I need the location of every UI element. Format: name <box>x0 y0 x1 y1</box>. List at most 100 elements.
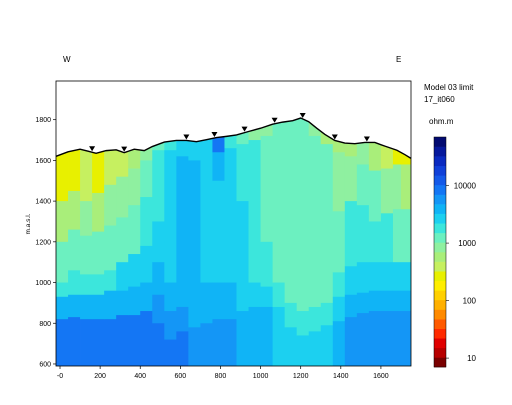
resistivity-cell <box>344 317 358 366</box>
resistivity-cell <box>356 205 370 263</box>
resistivity-cell <box>400 311 411 366</box>
resistivity-cell <box>200 323 213 366</box>
colorbar-segment <box>434 223 446 234</box>
resistivity-cell <box>368 311 382 366</box>
resistivity-cell <box>368 262 382 292</box>
resistivity-cell <box>116 262 129 292</box>
colorbar-segment <box>434 213 446 224</box>
resistivity-cell <box>116 217 129 263</box>
resistivity-cell <box>92 294 105 320</box>
resistivity-cell <box>92 274 105 296</box>
colorbar-segment <box>434 252 446 262</box>
resistivity-cell <box>116 176 129 218</box>
direction-left-label: W <box>63 55 71 64</box>
y-tick-label: 1000 <box>35 280 51 287</box>
colorbar-segment <box>434 319 446 329</box>
resistivity-cell <box>152 150 165 222</box>
resistivity-cell <box>164 241 177 283</box>
y-tick-label: 600 <box>39 361 51 368</box>
resistivity-cell <box>140 311 153 366</box>
resistivity-cell <box>164 339 177 366</box>
resistivity-cell <box>68 270 81 296</box>
colorbar-segment <box>434 184 446 195</box>
electrode-marker <box>89 146 96 152</box>
resistivity-cell <box>400 290 411 312</box>
resistivity-cell <box>284 127 298 304</box>
resistivity-cell <box>296 311 310 336</box>
resistivity-cell <box>212 180 225 283</box>
colorbar-segment <box>434 280 446 291</box>
resistivity-cell <box>212 152 225 182</box>
resistivity-cell <box>356 164 370 206</box>
resistivity-cell <box>368 170 382 222</box>
resistivity-cell <box>188 302 201 328</box>
x-tick-label: 600 <box>175 373 187 380</box>
resistivity-cell <box>164 150 177 243</box>
resistivity-cell <box>248 221 261 283</box>
electrode-marker <box>183 134 190 140</box>
resistivity-cell <box>92 319 105 366</box>
resistivity-cell <box>188 327 201 366</box>
resistivity-cell <box>140 282 153 312</box>
colorbar-segment <box>434 137 446 147</box>
resistivity-cell <box>344 156 358 202</box>
resistivity-cell <box>80 294 93 320</box>
resistivity-cell <box>236 144 249 202</box>
colorbar-segment <box>434 194 446 205</box>
resistivity-cell <box>152 262 165 296</box>
colorbar-tick-label: 100 <box>463 297 477 306</box>
resistivity-cell <box>380 311 394 366</box>
y-tick-label: 800 <box>39 321 51 328</box>
resistivity-cell <box>80 274 93 296</box>
resistivity-cell <box>80 235 93 275</box>
resistivity-cell <box>320 302 334 326</box>
y-tick-label: 1200 <box>35 239 51 246</box>
resistivity-cell <box>332 321 346 366</box>
colorbar-segment <box>434 175 446 186</box>
resistivity-cell <box>344 201 358 267</box>
resistivity-cell <box>56 241 69 283</box>
resistivity-cell <box>80 201 93 237</box>
colorbar-segment <box>434 165 446 176</box>
resistivity-cell <box>212 282 225 320</box>
resistivity-cell <box>164 311 177 340</box>
colorbar-segment <box>434 347 446 358</box>
model-title-line-2: 17_it060 <box>424 95 455 104</box>
resistivity-cell <box>140 197 153 247</box>
topography-line <box>55 117 412 159</box>
resistivity-cell <box>344 294 358 318</box>
colorbar-segment <box>434 299 446 310</box>
resistivity-cell <box>284 327 298 366</box>
resistivity-cell <box>140 245 153 283</box>
resistivity-cell <box>104 270 117 292</box>
resistivity-cell <box>56 319 69 366</box>
resistivity-cell <box>260 135 274 243</box>
x-tick-label: 1400 <box>333 373 349 380</box>
colorbar-segment <box>434 328 446 339</box>
resistivity-cell <box>248 306 261 366</box>
x-tick-label: 1000 <box>253 373 269 380</box>
resistivity-cell <box>344 266 358 296</box>
resistivity-cell <box>308 135 322 308</box>
resistivity-cell <box>212 319 225 366</box>
resistivity-cell <box>368 290 382 312</box>
y-tick-label: 1800 <box>35 117 51 124</box>
resistivity-cell <box>272 282 286 308</box>
colorbar: 10 100 1000 10000 <box>433 136 477 368</box>
resistivity-cell <box>68 229 81 271</box>
resistivity-cell <box>392 311 402 366</box>
resistivity-cell <box>224 319 237 366</box>
resistivity-cell <box>92 231 105 275</box>
colorbar-unit-label: ohm.m <box>429 117 454 126</box>
resistivity-cell <box>92 192 105 233</box>
resistivity-cell <box>152 221 165 263</box>
resistivity-cell <box>356 292 370 314</box>
resistivity-cell <box>392 262 402 292</box>
resistivity-cell <box>104 225 117 271</box>
resistivity-cell <box>392 290 402 312</box>
x-tick-label: 400 <box>134 373 146 380</box>
resistivity-cell <box>284 302 298 328</box>
resistivity-cell <box>380 168 394 214</box>
resistivity-cell <box>296 127 310 312</box>
